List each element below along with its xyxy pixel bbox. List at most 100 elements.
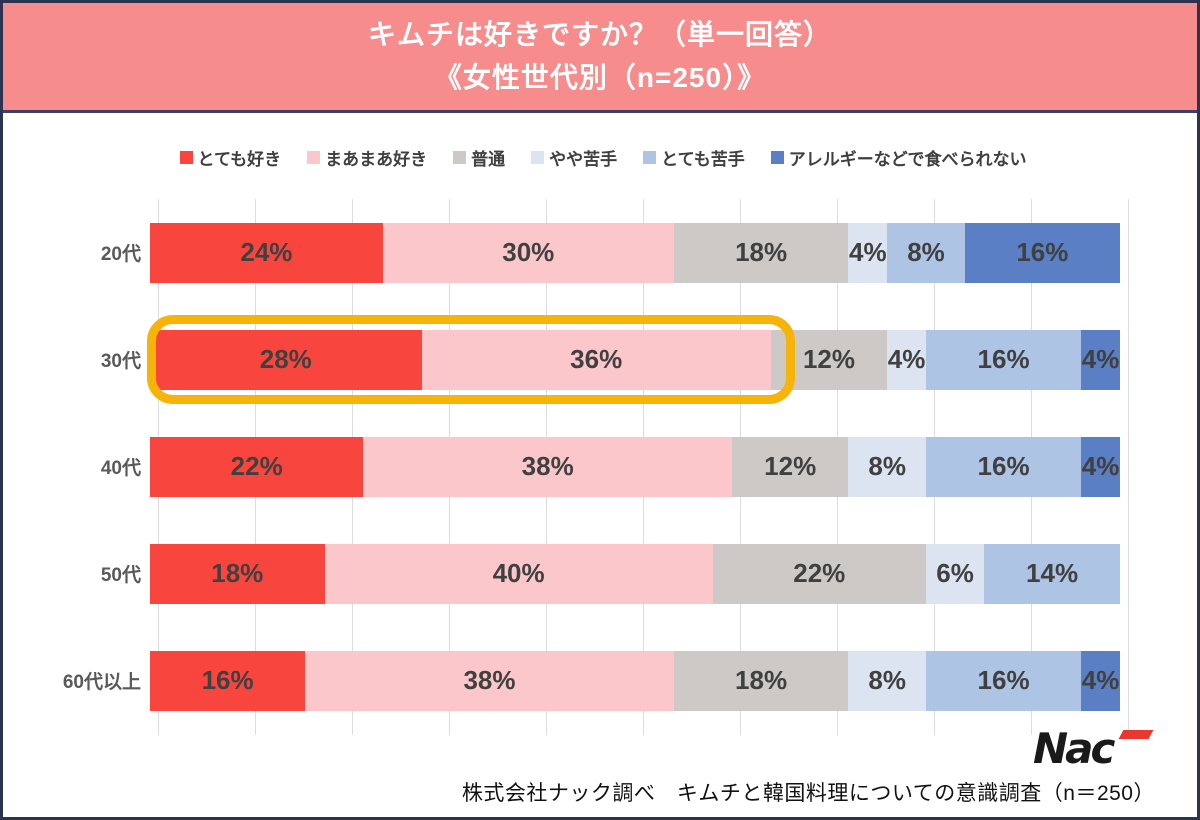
legend-label: アレルギーなどで食べられない <box>788 150 1027 169</box>
bar-row: 20代 24% 30% 18% 4% 8% 16% <box>3 199 1128 306</box>
segment-value: 4% <box>1081 451 1120 481</box>
bar-segment: 40% <box>324 543 713 604</box>
highlight-box <box>147 315 795 404</box>
segment-value: 8% <box>868 451 906 481</box>
bar-segment: 28% <box>150 329 422 390</box>
segment-value: 4% <box>887 344 926 374</box>
bar-segment: 8% <box>848 650 926 711</box>
segment-value: 16% <box>1016 237 1069 267</box>
bar-segment: 4% <box>1081 329 1120 390</box>
bar-segment: 18% <box>150 543 325 604</box>
legend-item: まあまあ好き <box>307 145 427 170</box>
legend-label: やや苦手 <box>549 150 618 169</box>
bar-rows: 20代 24% 30% 18% 4% 8% 16% 30代 28% 36% 12% 4% 16% 4% 40… <box>3 199 1128 734</box>
segment-value: 18% <box>735 665 788 695</box>
chart-area: とても好き まあまあ好き 普通 やや苦手 とても苦手 アレルギーなどで食べられない 20代… <box>3 3 1197 817</box>
logo-text: Nac <box>1033 724 1115 773</box>
segment-value: 16% <box>977 665 1030 695</box>
stacked-bar: 16% 38% 18% 8% 16% 4% <box>150 650 1120 711</box>
title-line-1: キムチは好きですか？（単一回答） <box>367 19 832 51</box>
bar-segment: 22% <box>712 543 926 604</box>
legend-item: とても好き <box>179 145 282 170</box>
segment-value: 8% <box>907 237 945 267</box>
logo-accent-mark <box>1118 730 1154 739</box>
bar-segment: 16% <box>925 436 1082 497</box>
legend-swatch-icon <box>770 151 784 164</box>
segment-value: 6% <box>936 558 974 588</box>
bar-segment: 18% <box>673 222 849 283</box>
title-line-2: 《女性世代別（n=250）》 <box>433 61 767 93</box>
bar-segment: 18% <box>673 650 849 711</box>
bar-segment: 16% <box>925 329 1082 390</box>
bar-segment: 16% <box>925 650 1082 711</box>
bar-segment: 4% <box>1081 650 1120 711</box>
legend-label: 普通 <box>471 150 506 169</box>
bar-row: 60代以上 16% 38% 18% 8% 16% 4% <box>3 627 1128 734</box>
bar-segment: 24% <box>150 222 383 283</box>
bar-segment: 4% <box>887 329 926 390</box>
segment-value: 16% <box>201 665 254 695</box>
segment-value: 28% <box>259 344 312 374</box>
segment-value: 4% <box>1081 344 1120 374</box>
segment-value: 4% <box>1081 665 1120 695</box>
stacked-bar: 24% 30% 18% 4% 8% 16% <box>150 222 1120 283</box>
category-label: 30代 <box>100 351 141 372</box>
segment-value: 40% <box>492 558 545 588</box>
category-label: 60代以上 <box>62 672 141 693</box>
bar-segment: 22% <box>150 436 364 497</box>
segment-value: 38% <box>463 665 516 695</box>
legend: とても好き まあまあ好き 普通 やや苦手 とても苦手 アレルギーなどで食べられない <box>3 145 1197 170</box>
bar-segment: 38% <box>305 650 674 711</box>
legend-swatch-icon <box>453 151 467 164</box>
bar-segment: 30% <box>382 222 674 283</box>
segment-value: 30% <box>502 237 555 267</box>
category-label: 40代 <box>100 458 141 479</box>
bar-segment: 12% <box>731 436 849 497</box>
legend-label: とても好き <box>197 150 282 169</box>
legend-swatch-icon <box>179 151 193 164</box>
segment-value: 22% <box>230 451 283 481</box>
segment-value: 8% <box>868 665 906 695</box>
bar-segment: 8% <box>887 222 965 283</box>
segment-value: 22% <box>793 558 846 588</box>
bar-segment: 14% <box>984 543 1120 604</box>
segment-value: 38% <box>521 451 574 481</box>
legend-item: アレルギーなどで食べられない <box>770 145 1027 170</box>
bar-segment: 38% <box>363 436 732 497</box>
segment-value: 24% <box>240 237 293 267</box>
segment-value: 18% <box>735 237 788 267</box>
stacked-bar: 18% 40% 22% 6% 14% <box>150 543 1120 604</box>
stacked-bar: 28% 36% 12% 4% 16% 4% <box>150 329 1120 390</box>
category-label: 20代 <box>100 244 141 265</box>
legend-swatch-icon <box>307 151 321 164</box>
segment-value: 36% <box>570 344 623 374</box>
segment-value: 18% <box>211 558 264 588</box>
bar-segment: 4% <box>848 222 888 283</box>
segment-value: 12% <box>802 344 855 374</box>
bar-row: 30代 28% 36% 12% 4% 16% 4% <box>3 306 1128 413</box>
category-label: 50代 <box>100 565 141 586</box>
segment-value: 16% <box>977 344 1030 374</box>
legend-item: 普通 <box>453 145 505 170</box>
legend-item: やや苦手 <box>531 145 617 170</box>
segment-value: 14% <box>1026 558 1079 588</box>
legend-swatch-icon <box>643 151 657 164</box>
legend-label: まあまあ好き <box>325 150 428 169</box>
chart-title-banner: キムチは好きですか？（単一回答） 《女性世代別（n=250）》 <box>3 3 1197 113</box>
bar-row: 50代 18% 40% 22% 6% 14% <box>3 520 1128 627</box>
legend-label: とても苦手 <box>661 150 745 169</box>
segment-value: 12% <box>764 451 817 481</box>
legend-item: とても苦手 <box>643 145 745 170</box>
segment-value: 16% <box>977 451 1030 481</box>
bar-segment: 16% <box>964 222 1120 283</box>
bar-segment: 36% <box>421 329 771 390</box>
bar-segment: 6% <box>925 543 985 604</box>
bar-row: 40代 22% 38% 12% 8% 16% 4% <box>3 413 1128 520</box>
bar-segment: 8% <box>848 436 926 497</box>
nac-logo: Nac <box>1033 724 1154 773</box>
stacked-bar: 22% 38% 12% 8% 16% 4% <box>150 436 1120 497</box>
source-note: 株式会社ナック調べ キムチと韓国料理についての意識調査（n＝250） <box>461 782 1155 805</box>
segment-value: 4% <box>849 237 887 267</box>
bar-segment: 16% <box>150 650 306 711</box>
